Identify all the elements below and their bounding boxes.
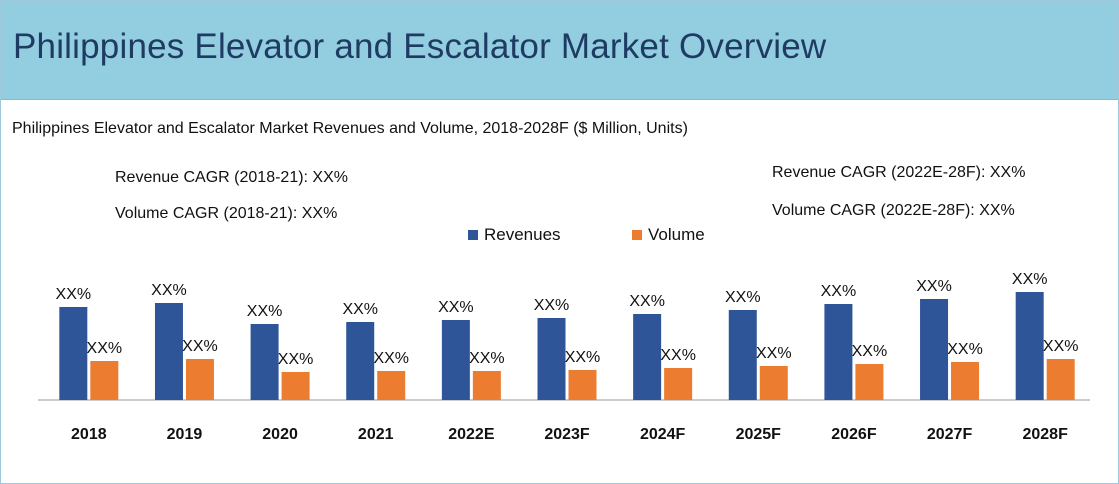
- revenue-label-2020: XX%: [247, 303, 283, 320]
- x-tick-2024F: 2024F: [640, 426, 686, 443]
- page-title: Philippines Elevator and Escalator Marke…: [13, 27, 827, 66]
- legend-volume-swatch: [632, 230, 642, 240]
- revenue-bar-2025F: [728, 310, 757, 400]
- x-tick-2026F: 2026F: [831, 426, 877, 443]
- volume-bar-2027F: [951, 362, 980, 400]
- volume-bar-2022E: [472, 371, 501, 400]
- revenue-bar-2028F: [1015, 292, 1044, 400]
- legend-volume-label: Volume: [648, 225, 705, 244]
- x-tick-2022E: 2022E: [448, 426, 495, 443]
- revenue-label-2024F: XX%: [629, 293, 665, 310]
- volume-label-2025F: XX%: [756, 345, 792, 362]
- legend-revenues-label: Revenues: [484, 225, 561, 244]
- x-tick-2020: 2020: [262, 426, 298, 443]
- revenue-label-2018: XX%: [56, 286, 92, 303]
- revenue-label-2027F: XX%: [916, 278, 952, 295]
- volume-bar-2018: [90, 361, 119, 400]
- volume-bar-2028F: [1046, 359, 1075, 400]
- revenue-bar-2020: [250, 324, 279, 400]
- legend-revenues-swatch: [468, 230, 478, 240]
- revenue-label-2028F: XX%: [1012, 271, 1048, 288]
- revenue-cagr-forecast: Revenue CAGR (2022E-28F): XX%: [772, 164, 1026, 181]
- revenue-label-2019: XX%: [151, 282, 187, 299]
- volume-bar-2020: [281, 372, 310, 400]
- x-tick-2027F: 2027F: [927, 426, 973, 443]
- revenue-bar-2026F: [824, 304, 853, 400]
- revenue-bar-2023F: [537, 318, 566, 400]
- title-banner: Philippines Elevator and Escalator Marke…: [1, 1, 1118, 100]
- x-tick-2025F: 2025F: [736, 426, 782, 443]
- volume-cagr-historic: Volume CAGR (2018-21): XX%: [115, 205, 338, 222]
- x-tick-2018: 2018: [71, 426, 107, 443]
- revenue-bar-2024F: [633, 314, 662, 400]
- revenue-bar-2027F: [920, 299, 949, 400]
- revenue-label-2026F: XX%: [821, 283, 857, 300]
- volume-bar-2023F: [568, 370, 597, 400]
- legend-revenues: Revenues: [468, 225, 561, 245]
- volume-label-2026F: XX%: [852, 343, 888, 360]
- volume-bar-2026F: [855, 364, 884, 400]
- volume-label-2024F: XX%: [660, 347, 696, 364]
- revenue-bar-2021: [346, 322, 375, 400]
- volume-bar-2021: [377, 371, 406, 400]
- volume-label-2020: XX%: [278, 351, 314, 368]
- chart-title: Philippines Elevator and Escalator Marke…: [12, 120, 688, 137]
- volume-label-2018: XX%: [87, 340, 123, 357]
- volume-bar-2024F: [664, 368, 693, 400]
- revenue-bar-2018: [59, 307, 88, 400]
- revenue-bar-2022E: [441, 320, 470, 400]
- volume-label-2023F: XX%: [565, 349, 601, 366]
- volume-cagr-forecast: Volume CAGR (2022E-28F): XX%: [772, 202, 1015, 219]
- volume-label-2028F: XX%: [1043, 338, 1079, 355]
- volume-label-2022E: XX%: [469, 350, 505, 367]
- x-tick-2023F: 2023F: [544, 426, 590, 443]
- revenue-label-2022E: XX%: [438, 299, 474, 316]
- volume-bar-2019: [185, 359, 214, 400]
- revenue-label-2021: XX%: [342, 301, 378, 318]
- volume-label-2021: XX%: [373, 350, 409, 367]
- revenue-label-2023F: XX%: [534, 297, 570, 314]
- revenue-bar-2019: [154, 303, 183, 400]
- volume-label-2027F: XX%: [947, 341, 983, 358]
- x-tick-2019: 2019: [167, 426, 203, 443]
- x-tick-2028F: 2028F: [1022, 426, 1068, 443]
- volume-label-2019: XX%: [182, 338, 218, 355]
- revenue-cagr-historic: Revenue CAGR (2018-21): XX%: [115, 169, 348, 186]
- legend-volume: Volume: [632, 225, 705, 245]
- revenue-label-2025F: XX%: [725, 289, 761, 306]
- x-tick-2021: 2021: [358, 426, 394, 443]
- volume-bar-2025F: [759, 366, 788, 400]
